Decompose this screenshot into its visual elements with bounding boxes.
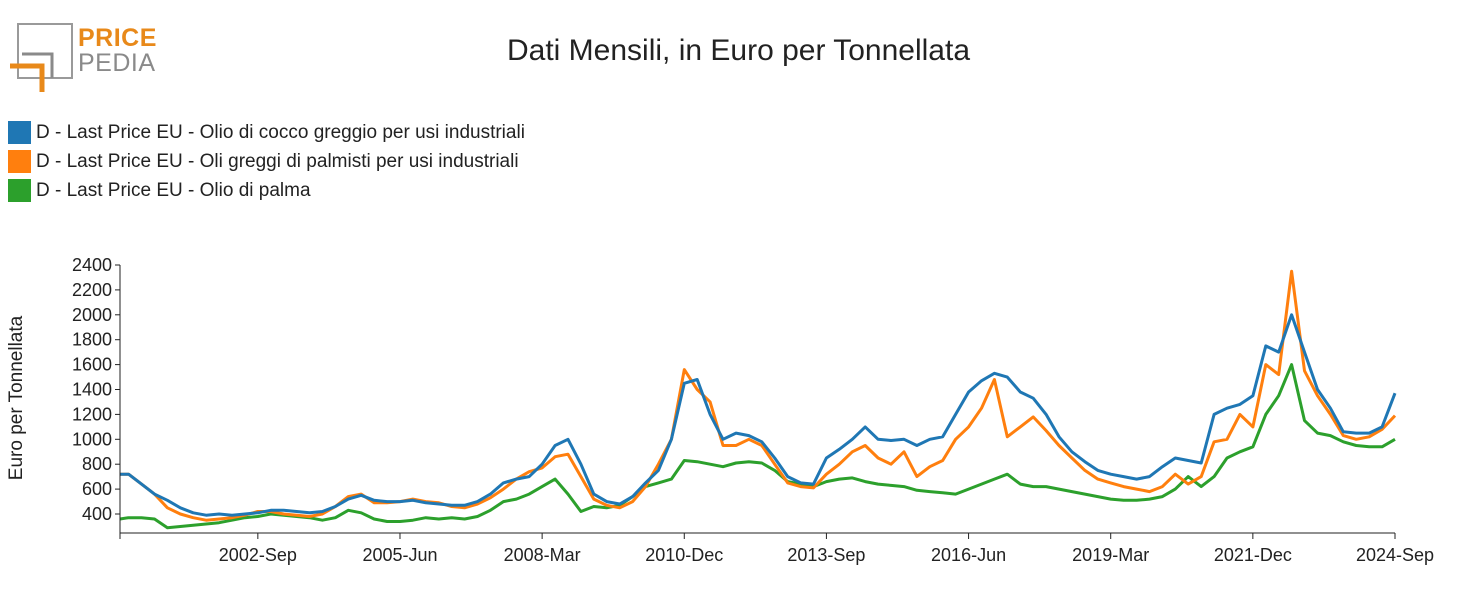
logo-mark-icon [10, 23, 73, 92]
series-line-1 [120, 313, 1397, 517]
y-axis-title: Euro per Tonnellata [6, 315, 27, 480]
x-tick-label: 2005-Jun [362, 545, 437, 565]
logo-text-pedia: PEDIA [78, 49, 156, 77]
x-tick-label: 2013-Sep [787, 545, 865, 565]
legend-label: D - Last Price EU - Olio di cocco greggi… [36, 121, 525, 143]
legend-label: D - Last Price EU - Oli greggi di palmis… [36, 150, 519, 172]
x-tick-label: 2024-Sep [1356, 545, 1434, 565]
legend-swatch [8, 121, 31, 144]
y-tick-label: 2200 [72, 280, 112, 300]
x-tick-label: 2002-Sep [219, 545, 297, 565]
legend-label: D - Last Price EU - Olio di palma [36, 179, 311, 201]
y-tick-label: 1400 [72, 380, 112, 400]
y-tick-label: 1800 [72, 330, 112, 350]
logo-text-price: PRICE [78, 24, 157, 52]
axes: 400 600 800 1000 1200 1400 1600 1800 2000 2200 240… [72, 255, 1434, 565]
y-tick-label: 800 [82, 454, 112, 474]
x-tick-label: 2019-Mar [1072, 545, 1149, 565]
x-tick-label: 2016-Jun [931, 545, 1006, 565]
legend: D - Last Price EU - Olio di cocco greggi… [8, 118, 525, 205]
legend-item-palma[interactable]: D - Last Price EU - Olio di palma [8, 176, 525, 205]
y-tick-label: 400 [82, 504, 112, 524]
y-tick-label: 1000 [72, 429, 112, 449]
legend-swatch [8, 179, 31, 202]
series-lines [119, 269, 1397, 530]
y-tick-label: 2000 [72, 305, 112, 325]
legend-item-palmisti[interactable]: D - Last Price EU - Oli greggi di palmis… [8, 147, 525, 176]
x-tick-label: 2021-Dec [1214, 545, 1292, 565]
legend-swatch [8, 150, 31, 173]
series-line-3 [119, 363, 1396, 530]
chart-title: Dati Mensili, in Euro per Tonnellata [506, 34, 971, 67]
y-tick-label: 600 [82, 479, 112, 499]
x-tick-label: 2008-Mar [504, 545, 581, 565]
legend-item-cocco[interactable]: D - Last Price EU - Olio di cocco greggi… [8, 118, 525, 147]
pricepedia-logo: PRICE PEDIA [6, 22, 166, 94]
x-tick-label: 2010-Dec [645, 545, 723, 565]
y-tick-label: 1600 [72, 355, 112, 375]
y-tick-label: 1200 [72, 404, 112, 424]
y-tick-label: 2400 [72, 255, 112, 275]
